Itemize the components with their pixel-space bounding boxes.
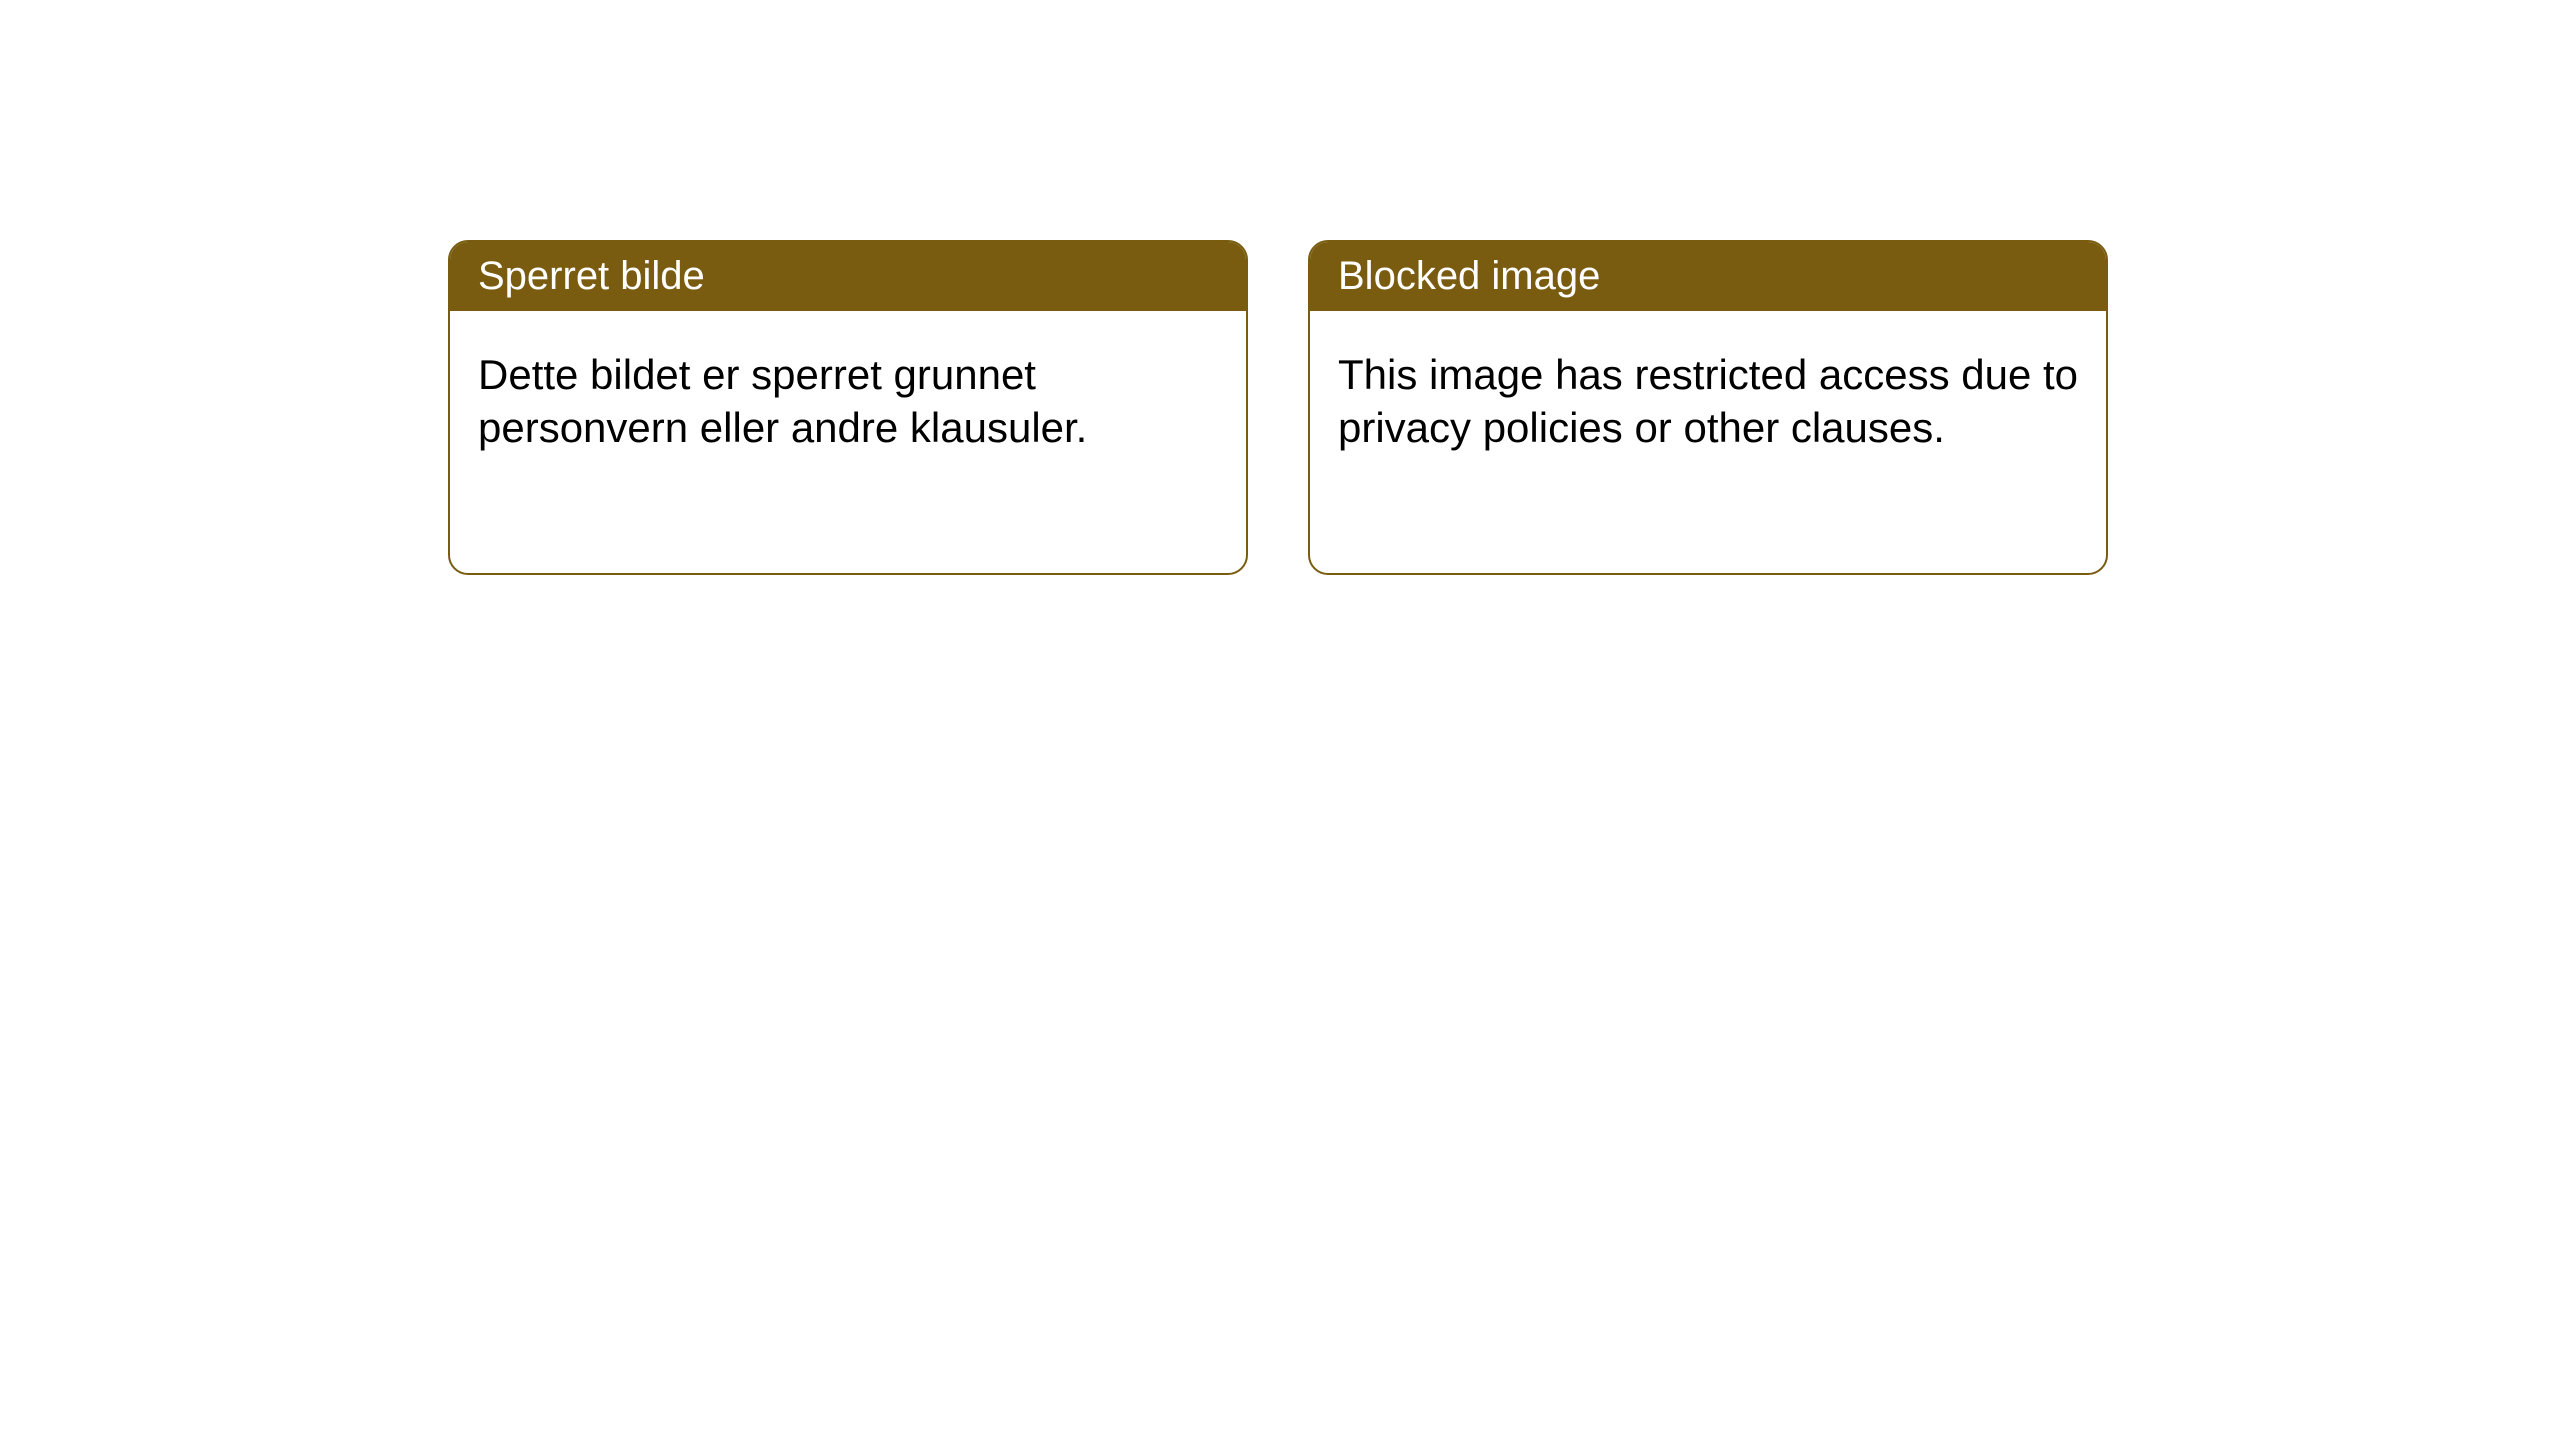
notice-card-norwegian: Sperret bilde Dette bildet er sperret gr… [448, 240, 1248, 575]
notice-title-norwegian: Sperret bilde [450, 242, 1246, 311]
notice-body-norwegian: Dette bildet er sperret grunnet personve… [450, 311, 1246, 492]
notice-body-english: This image has restricted access due to … [1310, 311, 2106, 492]
notice-title-english: Blocked image [1310, 242, 2106, 311]
notice-card-english: Blocked image This image has restricted … [1308, 240, 2108, 575]
notice-container: Sperret bilde Dette bildet er sperret gr… [448, 240, 2108, 575]
